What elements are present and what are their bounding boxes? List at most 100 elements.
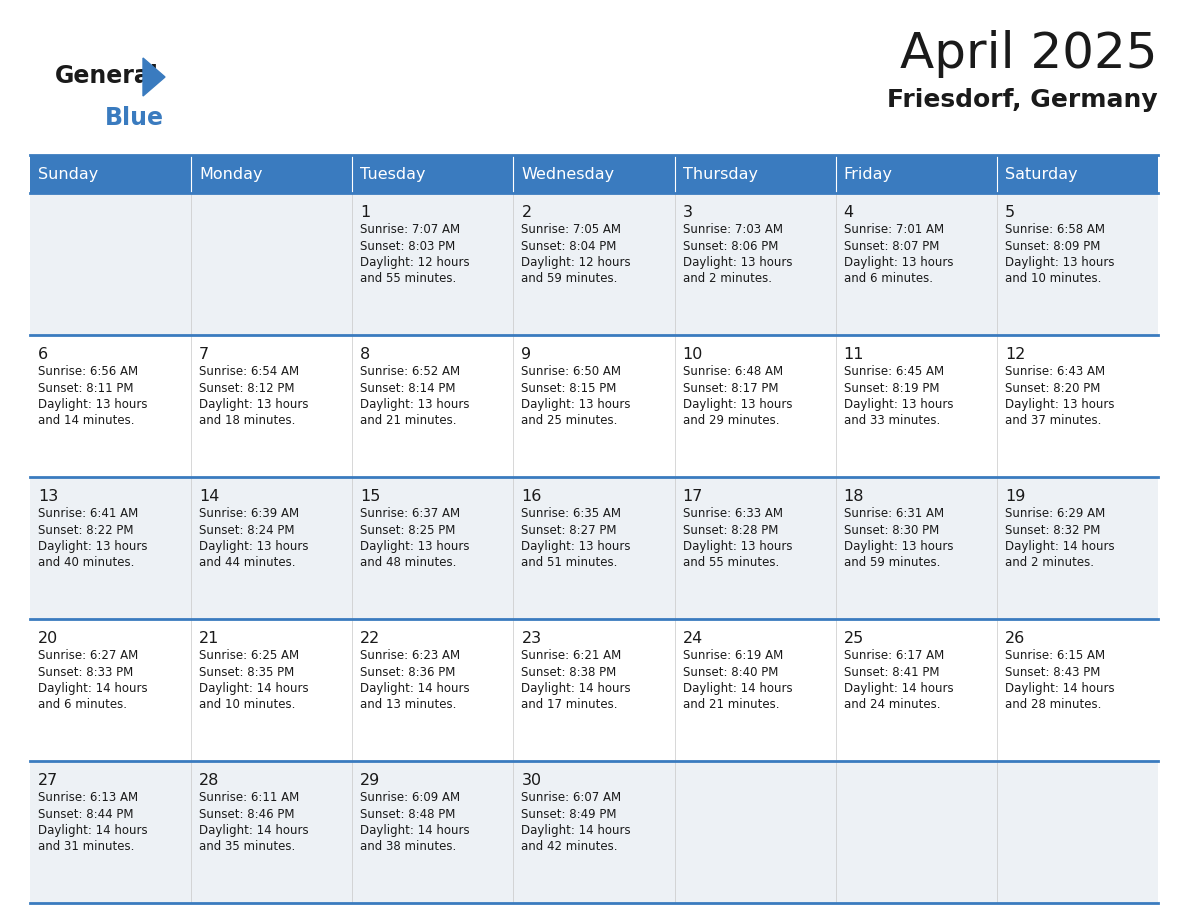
Bar [513,619,675,761]
Bar [191,477,353,619]
Text: Sunrise: 6:19 AM: Sunrise: 6:19 AM [683,649,783,662]
Text: and 29 minutes.: and 29 minutes. [683,415,779,428]
Text: and 6 minutes.: and 6 minutes. [38,699,127,711]
Text: Daylight: 13 hours: Daylight: 13 hours [38,398,147,411]
Text: Sunset: 8:48 PM: Sunset: 8:48 PM [360,808,456,821]
Text: Sunrise: 7:03 AM: Sunrise: 7:03 AM [683,223,783,236]
Text: Blue: Blue [105,106,164,130]
Text: Sunrise: 6:35 AM: Sunrise: 6:35 AM [522,507,621,520]
Text: and 51 minutes.: and 51 minutes. [522,556,618,569]
Bar [191,335,353,477]
Text: Sunset: 8:49 PM: Sunset: 8:49 PM [522,808,617,821]
Bar [513,477,675,619]
Text: Sunset: 8:09 PM: Sunset: 8:09 PM [1005,240,1100,252]
Bar [191,761,353,903]
Bar [191,193,353,335]
Text: 17: 17 [683,489,703,504]
Bar [513,761,675,903]
Text: and 21 minutes.: and 21 minutes. [360,415,456,428]
Bar [997,619,1158,761]
Bar [30,335,191,477]
Text: and 55 minutes.: and 55 minutes. [683,556,779,569]
Text: Daylight: 13 hours: Daylight: 13 hours [1005,256,1114,269]
Text: 27: 27 [38,773,58,788]
Text: Sunrise: 6:17 AM: Sunrise: 6:17 AM [843,649,944,662]
Text: Sunrise: 7:07 AM: Sunrise: 7:07 AM [360,223,461,236]
Text: 11: 11 [843,347,864,362]
Text: 15: 15 [360,489,380,504]
Text: 30: 30 [522,773,542,788]
Text: Sunrise: 6:56 AM: Sunrise: 6:56 AM [38,365,138,378]
Text: Sunrise: 6:37 AM: Sunrise: 6:37 AM [360,507,461,520]
Text: and 18 minutes.: and 18 minutes. [200,415,296,428]
Text: Daylight: 13 hours: Daylight: 13 hours [843,398,953,411]
Text: Sunset: 8:14 PM: Sunset: 8:14 PM [360,382,456,395]
Text: and 48 minutes.: and 48 minutes. [360,556,456,569]
Text: Sunrise: 6:31 AM: Sunrise: 6:31 AM [843,507,943,520]
Bar [997,155,1158,193]
Text: Daylight: 14 hours: Daylight: 14 hours [38,824,147,837]
Text: Sunset: 8:12 PM: Sunset: 8:12 PM [200,382,295,395]
Text: and 25 minutes.: and 25 minutes. [522,415,618,428]
Text: Daylight: 14 hours: Daylight: 14 hours [360,824,470,837]
Text: Sunset: 8:43 PM: Sunset: 8:43 PM [1005,666,1100,678]
Text: Sunday: Sunday [38,166,99,182]
Text: Daylight: 13 hours: Daylight: 13 hours [1005,398,1114,411]
Text: and 33 minutes.: and 33 minutes. [843,415,940,428]
Text: Sunset: 8:17 PM: Sunset: 8:17 PM [683,382,778,395]
Text: 7: 7 [200,347,209,362]
Text: General: General [55,64,159,88]
Bar [835,477,997,619]
Text: 10: 10 [683,347,703,362]
Text: 26: 26 [1005,631,1025,646]
Text: Wednesday: Wednesday [522,166,614,182]
Bar [513,155,675,193]
Text: Sunset: 8:36 PM: Sunset: 8:36 PM [360,666,456,678]
Text: Daylight: 13 hours: Daylight: 13 hours [522,398,631,411]
Text: Daylight: 13 hours: Daylight: 13 hours [360,398,469,411]
Text: Sunrise: 6:23 AM: Sunrise: 6:23 AM [360,649,461,662]
Text: 24: 24 [683,631,703,646]
Text: 9: 9 [522,347,531,362]
Text: Sunset: 8:41 PM: Sunset: 8:41 PM [843,666,940,678]
Text: Monday: Monday [200,166,263,182]
Text: and 2 minutes.: and 2 minutes. [683,273,771,285]
Text: Daylight: 14 hours: Daylight: 14 hours [843,682,953,695]
Bar [30,155,191,193]
Text: Sunrise: 6:21 AM: Sunrise: 6:21 AM [522,649,621,662]
Text: Sunrise: 6:48 AM: Sunrise: 6:48 AM [683,365,783,378]
Text: Daylight: 14 hours: Daylight: 14 hours [1005,540,1114,553]
Text: Sunset: 8:04 PM: Sunset: 8:04 PM [522,240,617,252]
Text: Daylight: 13 hours: Daylight: 13 hours [683,540,792,553]
Bar [30,761,191,903]
Text: Friday: Friday [843,166,892,182]
Text: 19: 19 [1005,489,1025,504]
Text: Daylight: 13 hours: Daylight: 13 hours [683,256,792,269]
Text: Sunrise: 6:09 AM: Sunrise: 6:09 AM [360,791,461,804]
Bar [30,477,191,619]
Text: Daylight: 13 hours: Daylight: 13 hours [522,540,631,553]
Text: Sunrise: 6:50 AM: Sunrise: 6:50 AM [522,365,621,378]
Text: 28: 28 [200,773,220,788]
Bar [353,477,513,619]
Text: Sunset: 8:07 PM: Sunset: 8:07 PM [843,240,939,252]
Bar [835,619,997,761]
Text: Sunrise: 6:45 AM: Sunrise: 6:45 AM [843,365,943,378]
Text: 21: 21 [200,631,220,646]
Bar [353,335,513,477]
Bar [191,619,353,761]
Text: Sunrise: 7:05 AM: Sunrise: 7:05 AM [522,223,621,236]
Text: and 59 minutes.: and 59 minutes. [843,556,940,569]
Text: 2: 2 [522,205,531,220]
Bar [675,335,835,477]
Text: and 31 minutes.: and 31 minutes. [38,841,134,854]
Text: Daylight: 14 hours: Daylight: 14 hours [1005,682,1114,695]
Text: Sunrise: 6:33 AM: Sunrise: 6:33 AM [683,507,783,520]
Text: Sunrise: 6:25 AM: Sunrise: 6:25 AM [200,649,299,662]
Text: Tuesday: Tuesday [360,166,425,182]
Text: Daylight: 13 hours: Daylight: 13 hours [38,540,147,553]
Text: 16: 16 [522,489,542,504]
Text: Sunset: 8:15 PM: Sunset: 8:15 PM [522,382,617,395]
Text: Sunrise: 6:39 AM: Sunrise: 6:39 AM [200,507,299,520]
Text: 6: 6 [38,347,49,362]
